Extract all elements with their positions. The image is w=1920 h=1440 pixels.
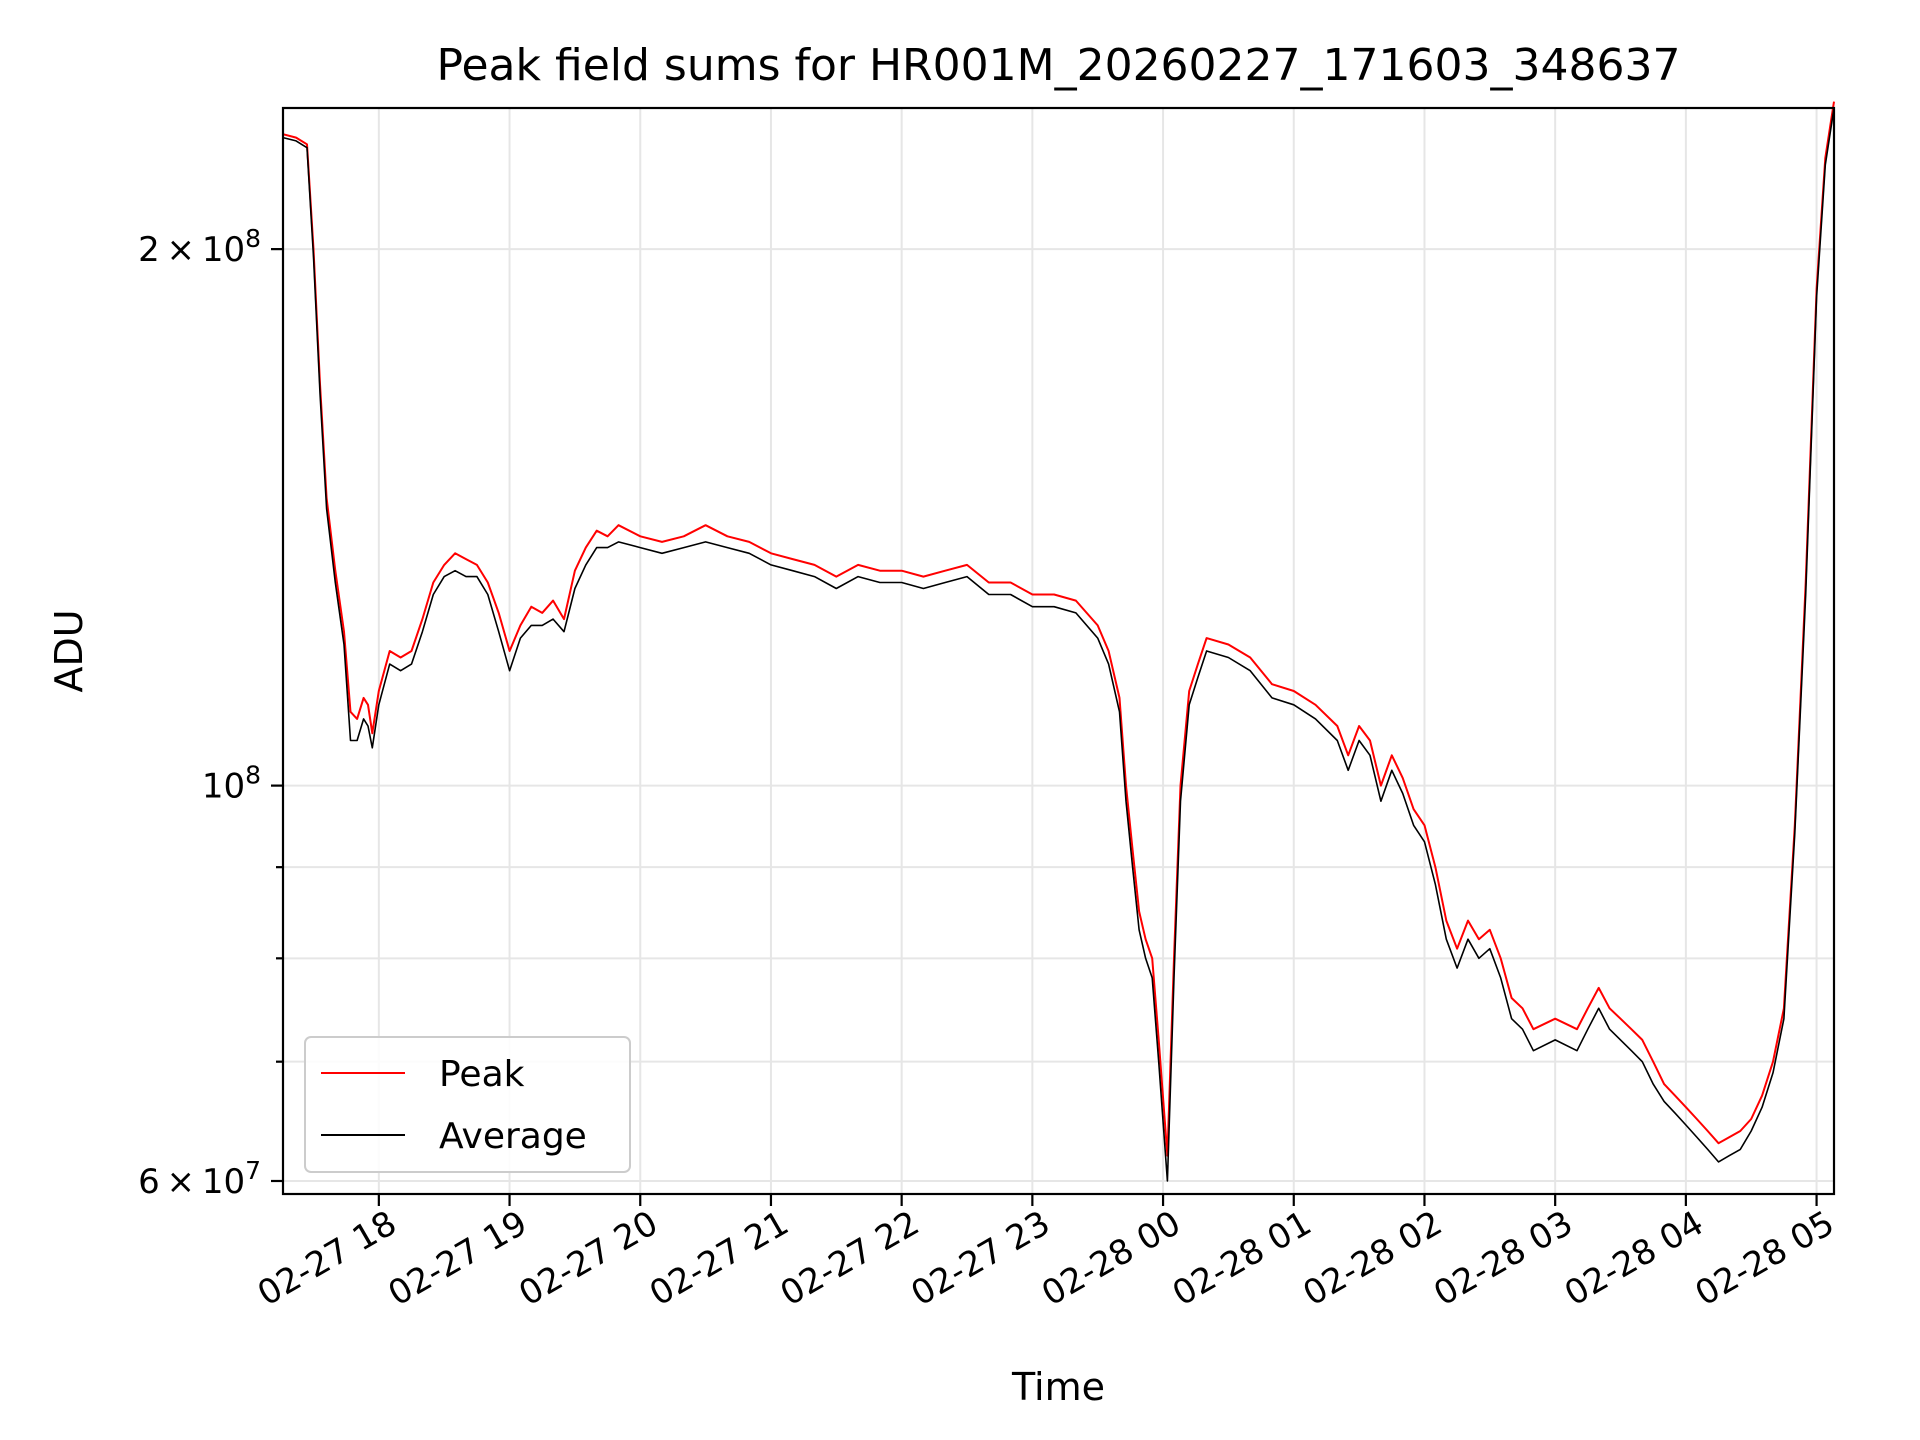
y-tick-label: 6 × 107: [138, 1156, 261, 1202]
series-layer: [282, 101, 1835, 1182]
x-tick-label: 02-27 21: [643, 1203, 795, 1314]
x-axis-label: Time: [1011, 1365, 1105, 1409]
x-tick-label: 02-28 04: [1558, 1203, 1710, 1314]
y-axis: 6 × 107 108 2 × 108: [138, 224, 283, 1202]
y-tick-label: 108: [202, 761, 261, 807]
x-tick-label: 02-28 03: [1427, 1203, 1579, 1314]
x-tick-label: 02-27 20: [512, 1203, 664, 1314]
x-tick-label: 02-28 00: [1035, 1203, 1187, 1314]
series-line-peak: [282, 101, 1835, 1157]
legend-box: [304, 1036, 631, 1173]
x-tick-label: 02-28 01: [1166, 1203, 1318, 1314]
x-tick-label: 02-27 18: [251, 1203, 403, 1314]
y-axis-label: ADU: [47, 609, 91, 692]
legend-label-peak: Peak: [439, 1054, 525, 1095]
x-tick-label: 02-27 22: [774, 1203, 926, 1314]
series-line-average: [282, 107, 1835, 1182]
x-tick-label: 02-28 02: [1297, 1203, 1449, 1314]
legend-label-average: Average: [439, 1116, 587, 1157]
x-tick-label: 02-27 19: [382, 1203, 534, 1314]
chart-title: Peak field sums for HR001M_20260227_1716…: [437, 40, 1681, 91]
y-tick-label: 2 × 108: [138, 224, 261, 270]
x-tick-label: 02-27 23: [904, 1203, 1056, 1314]
x-tick-label: 02-28 05: [1689, 1203, 1841, 1314]
plot-frame: [281, 106, 1836, 1196]
legend: Peak Average: [304, 1036, 631, 1173]
